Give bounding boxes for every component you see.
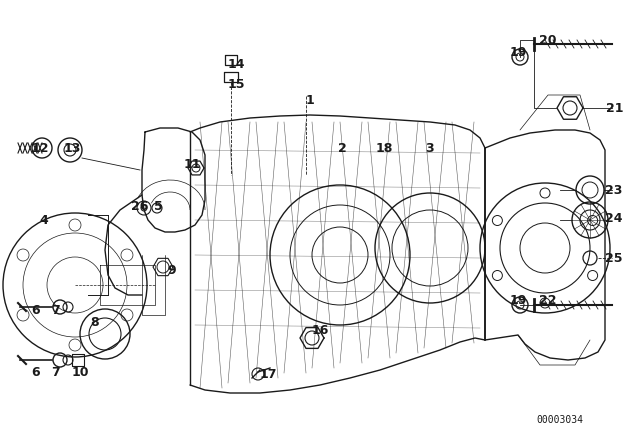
Text: 19: 19 bbox=[509, 46, 527, 59]
Text: 10: 10 bbox=[71, 366, 89, 379]
Text: 3: 3 bbox=[426, 142, 435, 155]
Text: 15: 15 bbox=[227, 78, 244, 91]
Text: 00003034: 00003034 bbox=[536, 415, 584, 425]
Text: 4: 4 bbox=[40, 214, 49, 227]
Text: 17: 17 bbox=[259, 369, 276, 382]
Text: 23: 23 bbox=[605, 184, 623, 197]
Text: 11: 11 bbox=[183, 159, 201, 172]
Text: 6: 6 bbox=[32, 366, 40, 379]
Text: 2: 2 bbox=[338, 142, 346, 155]
Text: 9: 9 bbox=[168, 263, 176, 276]
Text: 25: 25 bbox=[605, 251, 623, 264]
Text: 6: 6 bbox=[32, 303, 40, 316]
Text: 21: 21 bbox=[606, 102, 624, 115]
Text: 13: 13 bbox=[63, 142, 81, 155]
Text: 8: 8 bbox=[91, 315, 99, 328]
Text: 20: 20 bbox=[540, 34, 557, 47]
Text: 7: 7 bbox=[51, 303, 60, 316]
Text: 12: 12 bbox=[31, 142, 49, 155]
Text: 19: 19 bbox=[509, 293, 527, 306]
Text: 22: 22 bbox=[540, 293, 557, 306]
Text: 26: 26 bbox=[131, 201, 148, 214]
Text: 5: 5 bbox=[154, 201, 163, 214]
Text: 16: 16 bbox=[311, 323, 329, 336]
Text: 7: 7 bbox=[51, 366, 60, 379]
Text: 14: 14 bbox=[227, 59, 244, 72]
Text: 18: 18 bbox=[375, 142, 393, 155]
Text: 24: 24 bbox=[605, 211, 623, 224]
Text: 1: 1 bbox=[306, 94, 314, 107]
